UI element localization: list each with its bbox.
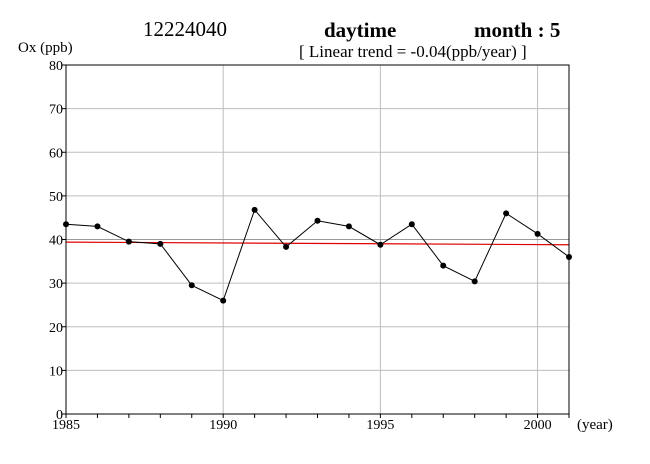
month-label: month : 5 [474,18,560,42]
data-point [440,262,447,269]
data-point [345,223,352,230]
data-point [94,223,101,230]
trend-line [65,241,570,246]
plot-border [65,64,570,415]
data-point [408,221,415,228]
trend-line-layer [65,241,570,246]
y-tick-label: 10 [49,364,63,379]
plot-frame [65,64,570,415]
period-label: daytime [324,18,396,42]
data-point [534,230,541,237]
data-point [157,240,164,247]
tick-labels: 0 10 20 30 40 50 60 70 80 1985 1990 1995 2000 [49,59,552,433]
x-axis-label: (year) [577,417,613,433]
x-tick-label: 1985 [52,418,80,433]
x-tick-label: 1995 [366,418,394,433]
x-tick-label: 1990 [209,418,237,433]
y-tick-label: 30 [49,277,63,292]
station-id: 12224040 [143,17,227,41]
data-point [220,297,227,304]
y-tick-label: 50 [49,190,63,205]
data-point [283,243,290,250]
y-tick-label: 70 [49,103,63,118]
y-tick-label: 60 [49,146,63,161]
data-point [377,241,384,248]
y-tick-label: 20 [49,321,63,336]
data-point [188,282,195,289]
data-point [471,278,478,285]
trend-label: [ Linear trend = -0.04(ppb/year) ] [299,42,527,61]
data-point [125,238,132,245]
y-tick-label: 0 [56,408,63,423]
y-axis-label: Ox (ppb) [18,40,73,56]
x-tick-label: 2000 [524,418,552,433]
y-tick-label: 80 [49,59,63,74]
data-point [503,210,510,217]
y-tick-label: 40 [49,234,63,249]
series-layer [63,206,572,304]
data-point [251,206,258,213]
data-point [314,217,321,224]
